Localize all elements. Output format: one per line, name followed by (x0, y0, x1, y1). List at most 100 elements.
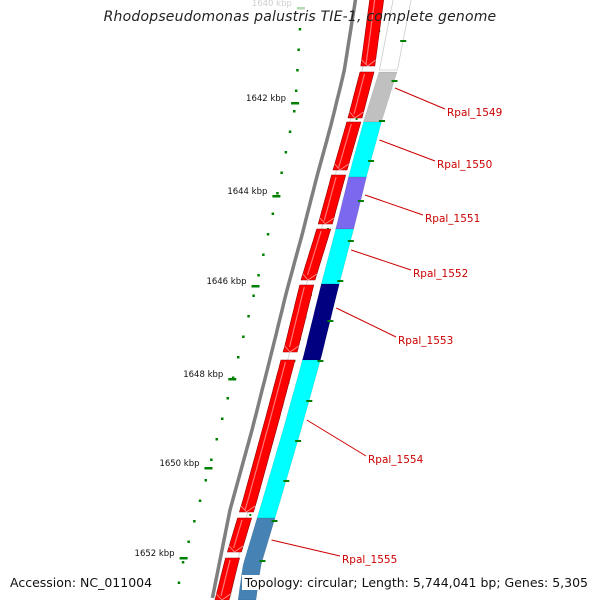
forward-gene-segment (360, 0, 384, 67)
forward-gene-track (214, 0, 384, 600)
minor-tick-dot (266, 233, 270, 236)
minor-tick-dot (262, 253, 265, 256)
gene-tick-mark (391, 80, 398, 82)
gene-tick-mark (327, 320, 334, 322)
gene-leader-line (271, 539, 341, 557)
gene-highlight (365, 0, 376, 65)
tick-label: 1644 kbp (227, 187, 267, 197)
minor-tick-dot (298, 28, 302, 31)
gene-leader-line (379, 139, 436, 162)
gene-label: Rpal_1553 (398, 335, 453, 347)
backbone-line (210, 0, 358, 599)
gene-highlight (220, 559, 231, 597)
minor-tick-dot (280, 171, 283, 174)
arrow-chevron (319, 217, 335, 225)
arrow-chevron (228, 545, 244, 553)
arrow-chevron (240, 505, 256, 513)
gene-highlight (323, 176, 337, 222)
gene-tick-mark (347, 240, 354, 242)
minor-tick-dot (237, 356, 240, 359)
tick-label: 1650 kbp (159, 459, 199, 469)
forward-gene-segment (317, 174, 346, 225)
minor-tick-dot (296, 69, 299, 72)
gene-segment-blank (378, 0, 412, 71)
arrow-chevron (302, 273, 318, 281)
major-tick (272, 195, 281, 198)
minor-tick-dot (297, 48, 300, 51)
gene-highlight (353, 73, 366, 115)
major-tick (204, 467, 213, 470)
tick-label: 1652 kbp (135, 549, 175, 559)
minor-tick-dot (293, 110, 296, 113)
gene-label: Rpal_1552 (413, 268, 468, 280)
minor-tick-dot (187, 540, 190, 543)
gene-tick-mark (283, 480, 290, 482)
scale-ticks: 1640 kbp 1642 kbp 1644 kbp 1646 kbp 1648 kbp… (135, 0, 305, 560)
genome-summary: Topology: circular; Length: 5,744,041 bp… (241, 575, 591, 590)
minor-tick-dot (221, 417, 224, 420)
major-tick (179, 557, 188, 560)
minor-tick-dot (181, 561, 185, 564)
gene-tick-mark (357, 200, 364, 202)
arrow-chevron (349, 111, 364, 119)
minor-tick-dot (247, 315, 250, 318)
gene-leader-line (394, 87, 446, 110)
gene-highlight (288, 286, 305, 348)
minor-tick-dot (231, 376, 235, 379)
gene-highlight (338, 123, 352, 169)
gene-tick-mark (368, 160, 375, 162)
forward-gene-segment (332, 121, 362, 171)
gene-highlight (244, 361, 287, 511)
backbone-track (210, 0, 374, 599)
gene-label: Rpal_1550 (437, 159, 492, 171)
map-title: Rhodopseudomonas palustris TIE-1, comple… (103, 9, 497, 25)
major-tick (291, 102, 300, 105)
gene-leader-line (306, 419, 367, 457)
gene-label: Rpal_1554 (368, 454, 424, 466)
gene-tick-mark (337, 280, 344, 282)
forward-gene-segment (214, 557, 241, 600)
gene-leader-line (351, 249, 412, 271)
forward-gene-segment (238, 359, 296, 513)
gene-tick-mark (317, 360, 324, 362)
minor-tick-dot (215, 438, 218, 441)
forward-gene-segment (226, 517, 253, 553)
major-tick (296, 7, 305, 10)
gene-tick-mark (400, 40, 407, 42)
major-tick (251, 285, 260, 288)
tick-label: 1642 kbp (246, 94, 286, 104)
arrow-chevron (284, 345, 299, 353)
accession-text: Accession: NC_011004 (9, 575, 154, 590)
minor-tick-dot (252, 294, 255, 297)
inner-tick-dot (355, 118, 358, 120)
minor-tick-dot (242, 335, 245, 338)
minor-tick-dot (226, 397, 229, 400)
arrow-chevron (216, 593, 231, 600)
gene-label: Rpal_1555 (342, 554, 397, 566)
minor-tick-dot (294, 89, 298, 92)
forward-gene-segment (282, 284, 315, 353)
gene-tick-mark (306, 400, 313, 402)
arrow-chevron (334, 163, 349, 171)
gene-tick-mark (271, 520, 278, 522)
minor-tick-dot (177, 581, 181, 584)
gene-tick-mark (379, 120, 385, 122)
tick-label: 1646 kbp (206, 277, 246, 287)
minor-tick-dot (276, 192, 279, 195)
minor-tick-dot (271, 212, 275, 215)
gene-track (237, 0, 412, 600)
minor-tick-dot (284, 151, 288, 154)
tick-label: 1640 kbp (252, 0, 292, 9)
forward-gene-segment (347, 71, 375, 119)
inner-tick-dot (249, 514, 252, 516)
gene-leader-line (364, 194, 424, 216)
arrow-chevron (361, 59, 376, 67)
minor-tick-dot (193, 520, 196, 523)
gene-labels: Rpal_1549 Rpal_1550 Rpal_1551 Rpal_1552 Rpal… (271, 87, 502, 566)
minor-tick-dot (204, 479, 207, 482)
major-tick (228, 378, 237, 381)
minor-tick-dot (257, 274, 260, 277)
tick-label: 1648 kbp (183, 370, 223, 380)
minor-tick-dot (210, 458, 213, 461)
